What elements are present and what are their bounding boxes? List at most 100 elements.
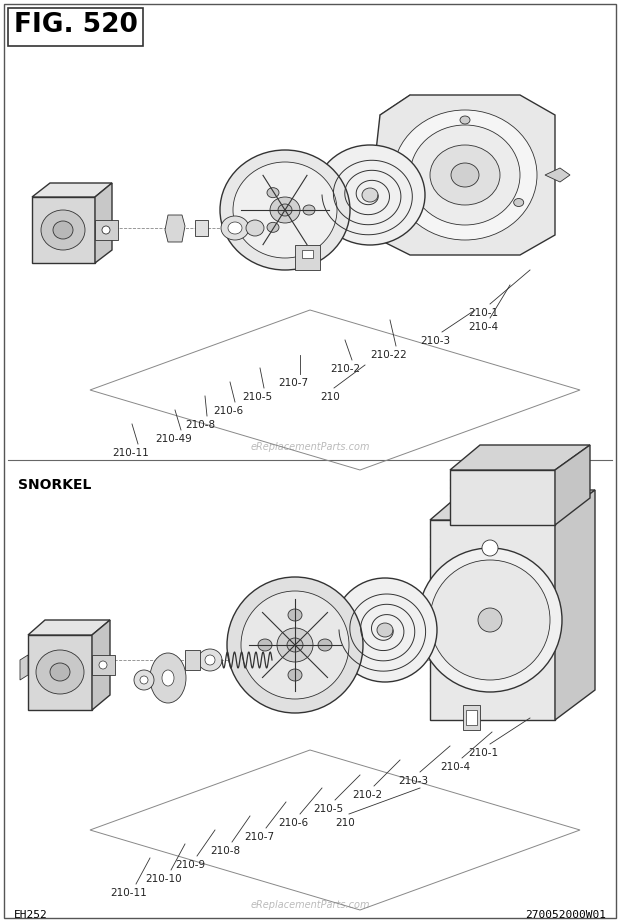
Text: 210-1: 210-1	[468, 748, 498, 758]
Ellipse shape	[303, 205, 315, 215]
Ellipse shape	[315, 145, 425, 245]
Ellipse shape	[288, 609, 302, 621]
Ellipse shape	[221, 216, 249, 240]
Ellipse shape	[205, 655, 215, 665]
Ellipse shape	[241, 591, 349, 699]
Ellipse shape	[258, 639, 272, 651]
Polygon shape	[545, 168, 570, 182]
Ellipse shape	[270, 197, 300, 223]
Ellipse shape	[430, 145, 500, 205]
Polygon shape	[466, 710, 477, 725]
Polygon shape	[20, 655, 28, 680]
Text: 210-11: 210-11	[110, 888, 147, 898]
Text: 210-8: 210-8	[185, 420, 215, 430]
Text: 210-6: 210-6	[278, 818, 308, 828]
Text: 210-11: 210-11	[112, 448, 149, 458]
Text: 210-49: 210-49	[155, 434, 192, 444]
Polygon shape	[185, 650, 200, 670]
Text: 210-5: 210-5	[313, 804, 343, 814]
Polygon shape	[28, 620, 110, 635]
Text: 210-4: 210-4	[468, 322, 498, 332]
Ellipse shape	[53, 221, 73, 239]
Polygon shape	[430, 490, 595, 520]
Ellipse shape	[228, 222, 242, 234]
Polygon shape	[450, 470, 555, 525]
Polygon shape	[92, 655, 115, 675]
Text: 210-4: 210-4	[440, 762, 470, 772]
Polygon shape	[450, 445, 590, 470]
Text: 210-8: 210-8	[210, 846, 240, 856]
Polygon shape	[95, 183, 112, 263]
Polygon shape	[430, 520, 555, 720]
Polygon shape	[28, 635, 92, 710]
Text: 210-2: 210-2	[352, 790, 382, 800]
Polygon shape	[32, 197, 95, 263]
Ellipse shape	[36, 650, 84, 694]
Polygon shape	[555, 490, 595, 720]
Ellipse shape	[267, 222, 279, 232]
Ellipse shape	[478, 608, 502, 632]
Ellipse shape	[278, 204, 292, 216]
Ellipse shape	[460, 116, 470, 124]
Text: 210: 210	[335, 818, 355, 828]
Ellipse shape	[50, 663, 70, 681]
Text: eReplacementParts.com: eReplacementParts.com	[250, 442, 370, 452]
Ellipse shape	[233, 162, 337, 258]
Text: 210-22: 210-22	[370, 350, 407, 360]
Ellipse shape	[288, 669, 302, 681]
Ellipse shape	[377, 623, 393, 637]
Ellipse shape	[333, 578, 437, 682]
Text: EH252: EH252	[14, 910, 48, 920]
Ellipse shape	[318, 639, 332, 651]
Text: eReplacementParts.com: eReplacementParts.com	[250, 900, 370, 910]
Text: 210-5: 210-5	[242, 392, 272, 402]
Ellipse shape	[451, 163, 479, 187]
Ellipse shape	[227, 577, 363, 713]
Text: 210-10: 210-10	[145, 874, 182, 884]
Ellipse shape	[134, 670, 154, 690]
Ellipse shape	[482, 540, 498, 556]
Polygon shape	[555, 445, 590, 525]
Ellipse shape	[150, 653, 186, 703]
Ellipse shape	[418, 548, 562, 692]
Text: 210-2: 210-2	[330, 364, 360, 374]
Polygon shape	[165, 215, 185, 242]
Text: 270052000W01: 270052000W01	[525, 910, 606, 920]
Ellipse shape	[246, 220, 264, 236]
Text: 210-9: 210-9	[175, 860, 205, 870]
Ellipse shape	[267, 188, 279, 197]
Polygon shape	[195, 220, 208, 236]
Text: 210-1: 210-1	[468, 308, 498, 318]
Ellipse shape	[393, 110, 537, 240]
Polygon shape	[463, 705, 480, 730]
Ellipse shape	[406, 198, 416, 207]
Text: 210-7: 210-7	[244, 832, 274, 842]
Ellipse shape	[140, 676, 148, 684]
Ellipse shape	[198, 649, 222, 671]
Polygon shape	[92, 620, 110, 710]
Ellipse shape	[430, 560, 550, 680]
Bar	[8, 8, 143, 46]
Ellipse shape	[287, 638, 303, 652]
Polygon shape	[295, 245, 320, 270]
Ellipse shape	[41, 210, 85, 250]
Text: 210-7: 210-7	[278, 378, 308, 388]
Ellipse shape	[102, 226, 110, 234]
Ellipse shape	[162, 670, 174, 686]
Polygon shape	[95, 220, 118, 240]
Ellipse shape	[410, 125, 520, 225]
Ellipse shape	[362, 188, 378, 202]
Polygon shape	[302, 250, 313, 258]
Ellipse shape	[220, 150, 350, 270]
Ellipse shape	[514, 198, 524, 207]
Text: SNORKEL: SNORKEL	[18, 478, 91, 492]
Ellipse shape	[277, 628, 313, 662]
Polygon shape	[32, 183, 112, 197]
Text: 210: 210	[320, 392, 340, 402]
Text: 210-3: 210-3	[420, 336, 450, 346]
Text: 210-6: 210-6	[213, 406, 243, 416]
Text: 210-3: 210-3	[398, 776, 428, 786]
Text: FIG. 520: FIG. 520	[14, 12, 138, 38]
Ellipse shape	[99, 661, 107, 669]
Polygon shape	[375, 95, 555, 255]
